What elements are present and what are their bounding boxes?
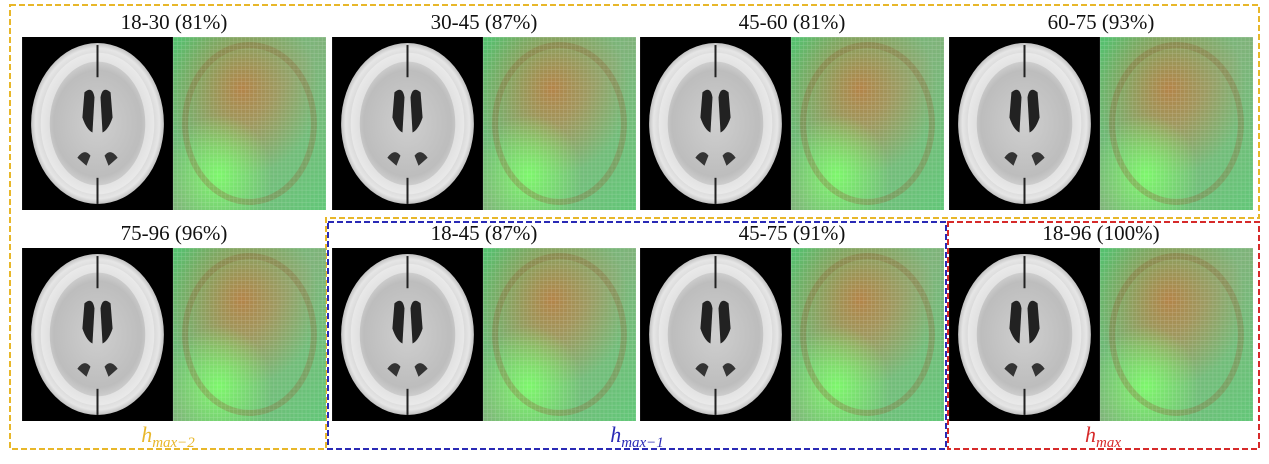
panel-title: 18-45 (87%) [431,221,538,245]
panel-title: 45-75 (91%) [739,221,846,245]
group-box [327,221,947,450]
brain-image [640,248,791,421]
deformation-field [791,37,944,210]
panel-title: 30-45 (87%) [431,10,538,34]
deformation-field [173,37,326,210]
brain-image [22,37,173,210]
group-box [9,4,1260,450]
deformation-field [483,37,636,210]
deformation-field [791,248,944,421]
panel-title: 45-60 (81%) [739,10,846,34]
brain-image [22,248,173,421]
group-subscript: max−1 [621,435,664,451]
group-label: hmax−2 [141,422,195,451]
brain-image [332,37,483,210]
group-subscript: max [1096,435,1121,451]
brain-image [640,37,791,210]
group-box [947,221,1260,450]
group-symbol: h [610,422,621,447]
group-symbol: h [141,422,152,447]
group-subscript: max−2 [152,435,195,451]
deformation-field [1100,37,1253,210]
panel-title: 60-75 (93%) [1048,10,1155,34]
brain-image [332,248,483,421]
group-symbol: h [1085,422,1096,447]
group-label: hmax [1085,422,1121,451]
group-label: hmax−1 [610,422,664,451]
deformation-field [483,248,636,421]
panel-title: 75-96 (96%) [121,221,228,245]
panel-title: 18-96 (100%) [1042,221,1159,245]
brain-image [949,248,1100,421]
deformation-field [1100,248,1253,421]
panel-title: 18-30 (81%) [121,10,228,34]
deformation-field [173,248,326,421]
brain-image [949,37,1100,210]
